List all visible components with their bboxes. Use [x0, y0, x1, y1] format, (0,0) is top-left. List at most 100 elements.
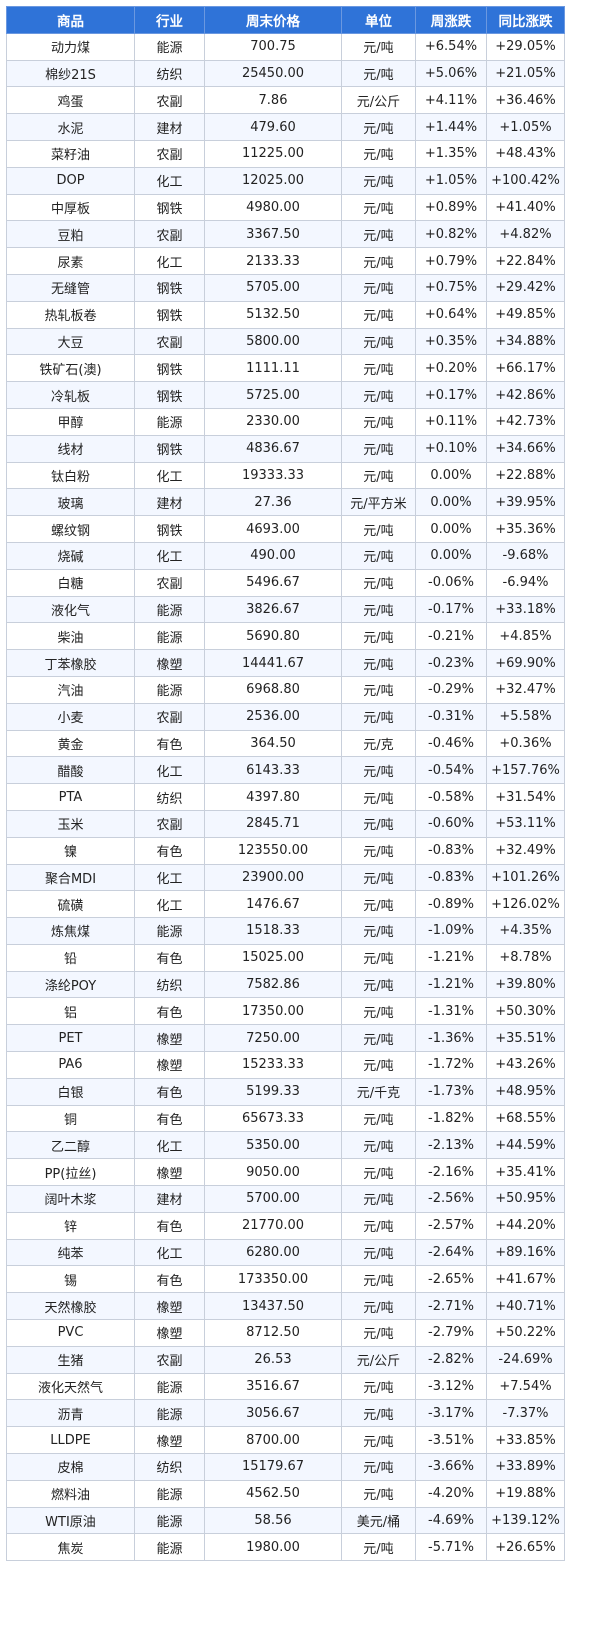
- cell-yoy-change: +35.36%: [486, 515, 565, 543]
- cell-industry: 钢铁: [134, 515, 205, 543]
- table-row: 尿素 化工 2133.33 元/吨 +0.79% +22.84%: [6, 247, 565, 275]
- cell-weekend-price: 2845.71: [204, 809, 342, 838]
- cell-weekly-change: -0.46%: [415, 729, 487, 758]
- cell-unit: 元/吨: [341, 649, 416, 677]
- cell-yoy-change: +43.26%: [486, 1051, 565, 1079]
- table-row: 铝有色 17350.00 元/吨 -1.31% +50.30%: [6, 997, 565, 1026]
- cell-yoy-change: -24.69%: [486, 1345, 565, 1374]
- cell-weekend-price: 1980.00: [204, 1533, 342, 1562]
- cell-weekend-price: 3367.50: [204, 220, 342, 249]
- table-row: 沥青 能源 3056.67 元/吨 -3.17% -7.37%: [6, 1399, 565, 1428]
- cell-unit: 元/克: [341, 729, 416, 758]
- cell-commodity: PVC: [6, 1319, 135, 1347]
- cell-industry: 能源: [134, 595, 205, 624]
- cell-weekly-change: -2.57%: [415, 1211, 487, 1240]
- column-header-weekly-change: 周涨跌: [415, 6, 487, 34]
- cell-weekly-change: -2.65%: [415, 1265, 487, 1294]
- cell-unit: 元/吨: [341, 247, 416, 275]
- cell-unit: 元/吨: [341, 220, 416, 249]
- cell-industry: 农副: [134, 327, 205, 356]
- cell-commodity: 纯苯: [6, 1238, 135, 1267]
- cell-industry: 化工: [134, 890, 205, 919]
- cell-unit: 元/吨: [341, 863, 416, 892]
- cell-yoy-change: +1.05%: [486, 113, 565, 141]
- cell-weekly-change: -0.58%: [415, 783, 487, 811]
- cell-unit: 元/吨: [341, 354, 416, 383]
- cell-industry: 橡塑: [134, 1024, 205, 1053]
- cell-commodity: 液化气: [6, 595, 135, 624]
- table-row: LLDPE 橡塑 8700.00 元/吨 -3.51% +33.85%: [6, 1426, 565, 1455]
- cell-yoy-change: +33.89%: [486, 1453, 565, 1481]
- cell-yoy-change: +8.78%: [486, 943, 565, 972]
- cell-industry: 化工: [134, 541, 205, 570]
- cell-weekend-price: 6143.33: [204, 756, 342, 785]
- cell-yoy-change: +7.54%: [486, 1372, 565, 1401]
- cell-unit: 元/吨: [341, 1131, 416, 1160]
- cell-yoy-change: +157.76%: [486, 756, 565, 785]
- cell-commodity: 焦炭: [6, 1533, 135, 1562]
- cell-industry: 能源: [134, 1399, 205, 1428]
- cell-industry: 有色: [134, 729, 205, 758]
- cell-commodity: 天然橡胶: [6, 1292, 135, 1321]
- cell-unit: 元/吨: [341, 970, 416, 999]
- cell-industry: 农副: [134, 1345, 205, 1374]
- cell-industry: 钢铁: [134, 300, 205, 329]
- cell-commodity: 丁苯橡胶: [6, 649, 135, 677]
- cell-weekend-price: 1111.11: [204, 354, 342, 383]
- cell-commodity: 钛白粉: [6, 461, 135, 490]
- cell-industry: 橡塑: [134, 1292, 205, 1321]
- cell-yoy-change: +66.17%: [486, 354, 565, 383]
- table-row: 皮棉 纺织 15179.67 元/吨 -3.66% +33.89%: [6, 1453, 565, 1481]
- cell-weekend-price: 5350.00: [204, 1131, 342, 1160]
- cell-unit: 元/吨: [341, 32, 416, 61]
- cell-unit: 元/吨: [341, 1158, 416, 1187]
- cell-yoy-change: +35.51%: [486, 1024, 565, 1053]
- cell-industry: 有色: [134, 997, 205, 1026]
- cell-yoy-change: +19.88%: [486, 1479, 565, 1508]
- cell-weekly-change: -2.13%: [415, 1131, 487, 1160]
- cell-industry: 橡塑: [134, 1426, 205, 1455]
- cell-unit: 元/吨: [341, 1453, 416, 1481]
- column-header-yoy-change: 同比涨跌: [486, 6, 565, 34]
- cell-industry: 能源: [134, 1506, 205, 1535]
- cell-weekly-change: -0.89%: [415, 890, 487, 919]
- cell-industry: 钢铁: [134, 381, 205, 409]
- cell-weekly-change: 0.00%: [415, 488, 487, 517]
- cell-commodity: WTI原油: [6, 1506, 135, 1535]
- cell-weekend-price: 15179.67: [204, 1453, 342, 1481]
- cell-industry: 有色: [134, 1077, 205, 1106]
- cell-yoy-change: +41.67%: [486, 1265, 565, 1294]
- table-row: 液化天然气 能源 3516.67 元/吨 -3.12% +7.54%: [6, 1372, 565, 1401]
- cell-yoy-change: +42.73%: [486, 407, 565, 436]
- cell-industry: 农副: [134, 220, 205, 249]
- cell-weekly-change: -1.09%: [415, 917, 487, 945]
- cell-commodity: 豆粕: [6, 220, 135, 249]
- table-row: 涤纶POY 纺织 7582.86 元/吨 -1.21% +39.80%: [6, 970, 565, 999]
- cell-weekly-change: -1.31%: [415, 997, 487, 1026]
- cell-commodity: 尿素: [6, 247, 135, 275]
- cell-weekly-change: +0.75%: [415, 273, 487, 302]
- cell-unit: 元/吨: [341, 113, 416, 141]
- table-row: WTI原油 能源 58.56 美元/桶 -4.69% +139.12%: [6, 1506, 565, 1535]
- cell-yoy-change: +26.65%: [486, 1533, 565, 1562]
- cell-commodity: 沥青: [6, 1399, 135, 1428]
- cell-commodity: PA6: [6, 1051, 135, 1079]
- cell-weekend-price: 3516.67: [204, 1372, 342, 1401]
- cell-unit: 元/吨: [341, 756, 416, 785]
- cell-commodity: 汽油: [6, 675, 135, 704]
- cell-industry: 能源: [134, 32, 205, 61]
- cell-weekly-change: -0.83%: [415, 836, 487, 865]
- cell-yoy-change: +48.43%: [486, 139, 565, 168]
- cell-weekend-price: 25450.00: [204, 59, 342, 88]
- table-row: 铅有色 15025.00 元/吨 -1.21% +8.78%: [6, 943, 565, 972]
- cell-yoy-change: +22.84%: [486, 247, 565, 275]
- cell-weekend-price: 5199.33: [204, 1077, 342, 1106]
- cell-commodity: 阔叶木浆: [6, 1185, 135, 1213]
- table-row: 中厚板 钢铁 4980.00 元/吨 +0.89% +41.40%: [6, 193, 565, 222]
- cell-industry: 有色: [134, 1265, 205, 1294]
- cell-unit: 元/吨: [341, 622, 416, 651]
- cell-unit: 元/吨: [341, 381, 416, 409]
- cell-yoy-change: +5.58%: [486, 702, 565, 731]
- cell-unit: 元/吨: [341, 515, 416, 543]
- cell-industry: 农副: [134, 809, 205, 838]
